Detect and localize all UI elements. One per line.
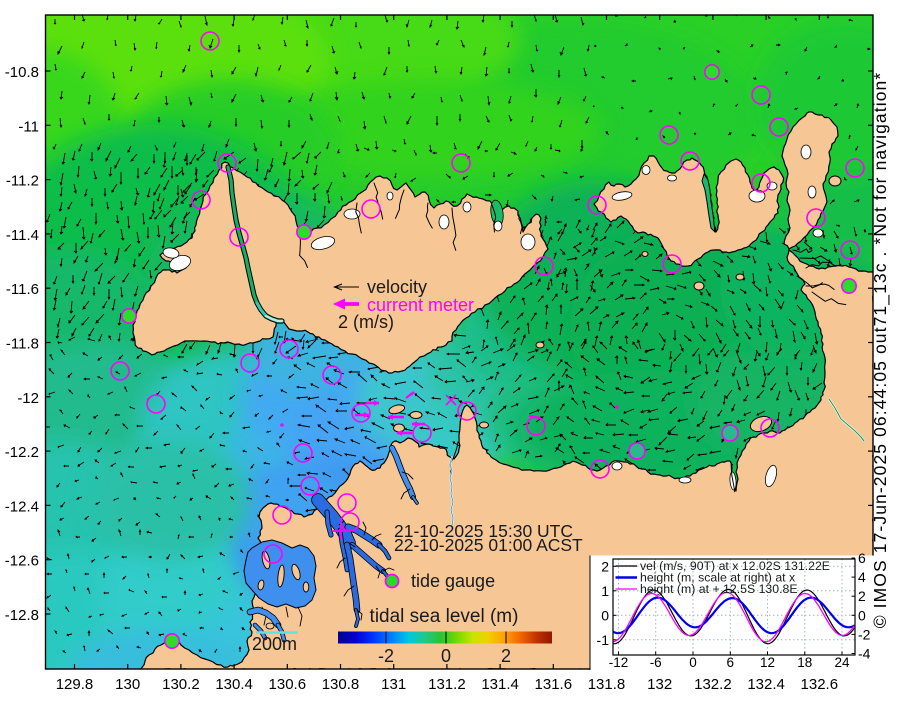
- svg-text:130.4: 130.4: [215, 676, 253, 693]
- svg-text:131.6: 131.6: [535, 676, 573, 693]
- svg-text:2: 2: [601, 558, 609, 574]
- svg-text:130.8: 130.8: [322, 676, 360, 693]
- svg-text:12: 12: [760, 655, 775, 670]
- svg-text:tide gauge: tide gauge: [411, 571, 495, 591]
- svg-text:0: 0: [601, 607, 609, 623]
- svg-text:130: 130: [115, 676, 140, 693]
- svg-text:current meter: current meter: [367, 295, 474, 315]
- svg-text:2 (m/s): 2 (m/s): [338, 312, 394, 332]
- svg-text:vel (m/s, 90T) at x 12.02S 131: vel (m/s, 90T) at x 12.02S 131.22E: [640, 559, 830, 573]
- svg-text:132.2: 132.2: [694, 676, 732, 693]
- svg-text:-11.2: -11.2: [6, 173, 39, 190]
- svg-text:132.4: 132.4: [747, 676, 785, 693]
- svg-text:height (m, scale at right) at: height (m, scale at right) at x: [640, 571, 796, 585]
- svg-text:6: 6: [727, 655, 735, 670]
- svg-text:4: 4: [858, 569, 866, 585]
- svg-text:130.6: 130.6: [269, 676, 307, 693]
- svg-text:129.8: 129.8: [56, 676, 94, 693]
- svg-text:-12.6: -12.6: [5, 553, 39, 570]
- svg-text:tidal sea level (m): tidal sea level (m): [370, 606, 519, 627]
- svg-text:131.8: 131.8: [588, 676, 626, 693]
- svg-text:1: 1: [601, 583, 609, 599]
- svg-text:velocity: velocity: [367, 277, 427, 297]
- svg-text:-11.4: -11.4: [6, 227, 39, 244]
- svg-text:22-10-2025 01:00 ACST: 22-10-2025 01:00 ACST: [394, 535, 583, 555]
- svg-text:18: 18: [797, 655, 812, 670]
- svg-text:-11: -11: [18, 118, 39, 135]
- svg-text:-12.2: -12.2: [5, 444, 39, 461]
- svg-text:132.6: 132.6: [801, 676, 839, 693]
- svg-text:6: 6: [858, 550, 866, 566]
- svg-text:0: 0: [689, 655, 697, 670]
- svg-text:-12.4: -12.4: [5, 498, 39, 515]
- svg-text:2: 2: [501, 646, 511, 666]
- svg-text:131.4: 131.4: [481, 676, 519, 693]
- svg-text:-4: -4: [858, 646, 871, 662]
- svg-text:131.2: 131.2: [428, 676, 466, 693]
- svg-text:-12.8: -12.8: [5, 607, 39, 624]
- svg-text:0: 0: [858, 607, 866, 623]
- svg-text:-6: -6: [650, 655, 662, 670]
- svg-text:200m: 200m: [252, 634, 297, 654]
- svg-text:-1: -1: [597, 632, 610, 648]
- svg-text:132: 132: [647, 676, 672, 693]
- svg-text:0: 0: [441, 646, 451, 666]
- svg-text:21-10-2025 15:30 UTC: 21-10-2025 15:30 UTC: [394, 521, 573, 541]
- svg-text:131: 131: [381, 676, 406, 693]
- svg-text:© IMOS 17-Jun-2025 06:44:05 ou: © IMOS 17-Jun-2025 06:44:05 out71_13c . …: [870, 72, 891, 629]
- svg-text:-2: -2: [858, 626, 871, 642]
- svg-text:-2: -2: [378, 646, 394, 666]
- svg-text:2: 2: [858, 588, 866, 604]
- svg-text:height (m) at + 12.5S 130.8E: height (m) at + 12.5S 130.8E: [640, 582, 798, 596]
- svg-text:130.2: 130.2: [162, 676, 200, 693]
- svg-text:-10.8: -10.8: [5, 64, 39, 81]
- svg-text:-11.6: -11.6: [6, 281, 39, 298]
- svg-text:-12: -12: [609, 655, 629, 670]
- svg-text:-11.8: -11.8: [6, 336, 39, 353]
- svg-text:-12: -12: [17, 390, 39, 407]
- svg-text:24: 24: [834, 655, 850, 670]
